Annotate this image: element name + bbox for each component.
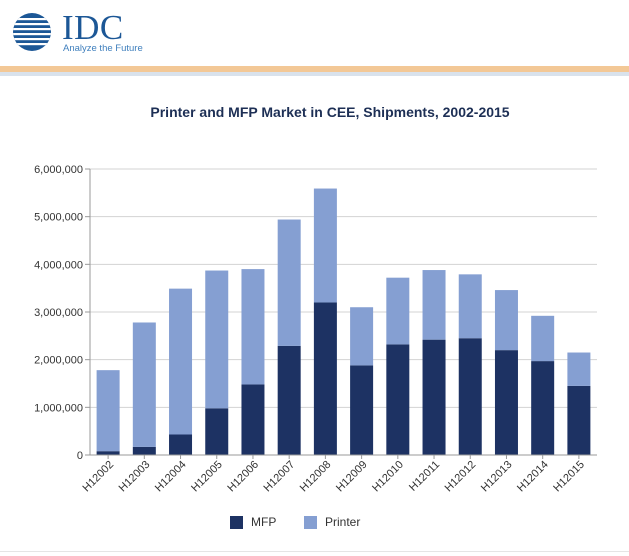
y-tick-label: 0 (77, 450, 83, 462)
legend-label-printer: Printer (325, 515, 361, 529)
bar-mfp-h12012 (458, 338, 482, 455)
bar-printer-h12010 (386, 277, 410, 345)
bar-printer-h12015 (567, 352, 591, 386)
y-tick-label: 4,000,000 (34, 259, 83, 271)
x-tick-label: H12005 (189, 459, 225, 495)
bar-printer-h12006 (241, 269, 265, 385)
bar-mfp-h12005 (205, 408, 229, 455)
bar-mfp-h12002 (96, 451, 120, 455)
x-tick-label: H12007 (262, 459, 298, 495)
bar-mfp-h12004 (169, 434, 193, 455)
y-tick-label: 3,000,000 (34, 307, 83, 319)
header-divider (0, 72, 629, 76)
bar-mfp-h12008 (313, 302, 337, 455)
x-tick-label: H12008 (298, 459, 334, 495)
footer-divider (0, 551, 629, 552)
x-tick-label: H12006 (225, 459, 261, 495)
logo-tagline: Analyze the Future (63, 43, 143, 54)
bar-mfp-h12014 (531, 361, 555, 455)
globe-icon (13, 13, 51, 51)
bar-printer-h12002 (96, 370, 120, 452)
bar-printer-h12004 (169, 288, 193, 435)
bar-mfp-h12010 (386, 344, 410, 455)
bar-mfp-h12015 (567, 385, 591, 455)
bar-mfp-h12003 (132, 446, 156, 455)
x-tick-label: H12010 (370, 459, 406, 495)
header-accent-bar (0, 66, 629, 72)
x-tick-label: H12012 (443, 459, 479, 495)
logo-text: IDC (62, 8, 124, 47)
legend-label-mfp: MFP (251, 515, 277, 529)
x-tick-label: H12014 (515, 459, 551, 495)
legend-swatch-printer (304, 516, 317, 529)
y-tick-label: 6,000,000 (34, 164, 83, 176)
bar-printer-h12013 (494, 290, 518, 351)
y-tick-label: 2,000,000 (34, 355, 83, 367)
x-tick-label: H12011 (407, 459, 442, 494)
x-tick-label: H12002 (80, 459, 116, 495)
bar-printer-h12012 (458, 274, 482, 339)
stacked-bar-chart: 0 1,000,000 2,000,000 3,000,000 4,000,000 5,0… (34, 164, 597, 495)
bar-mfp-h12006 (241, 384, 265, 455)
x-tick-label: H12015 (551, 459, 587, 495)
chart-title: Printer and MFP Market in CEE, Shipments… (150, 104, 510, 120)
bar-mfp-h12011 (422, 339, 446, 455)
bar-printer-h12011 (422, 270, 446, 340)
bar-printer-h12007 (277, 219, 301, 346)
bar-mfp-h12009 (350, 365, 374, 455)
y-tick-label: 5,000,000 (34, 212, 83, 224)
x-tick-label: H12003 (117, 459, 153, 495)
bar-mfp-h12007 (277, 345, 301, 455)
x-tick-label: H12009 (334, 459, 370, 495)
y-tick-label: 1,000,000 (34, 402, 83, 414)
bar-mfp-h12013 (494, 350, 518, 455)
bar-printer-h12003 (132, 322, 156, 447)
bar-printer-h12009 (350, 307, 374, 366)
legend-swatch-mfp (230, 516, 243, 529)
page-header: IDC Analyze the Future (0, 0, 629, 66)
bar-printer-h12014 (531, 315, 555, 362)
x-tick-label: H12013 (479, 459, 515, 495)
x-tick-label: H12004 (153, 459, 189, 495)
bar-printer-h12008 (313, 188, 337, 303)
bar-printer-h12005 (205, 270, 229, 409)
